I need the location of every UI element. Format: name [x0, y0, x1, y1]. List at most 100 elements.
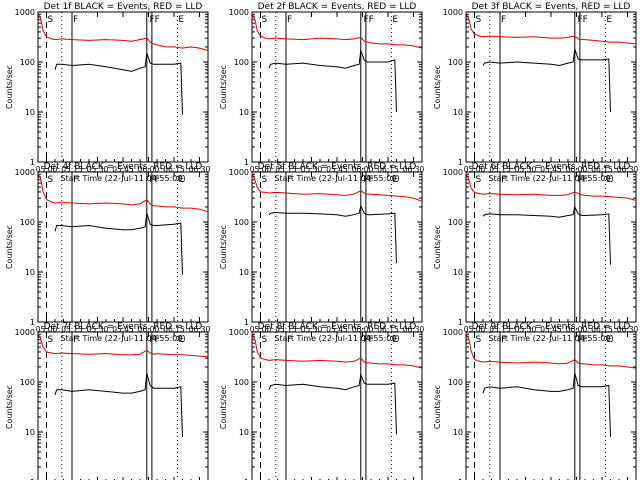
marker-label: E [606, 335, 612, 345]
x-tick-label: 05:30 [301, 325, 323, 334]
y-tick-label: 1 [244, 158, 249, 167]
x-tick-label: 05:30 [515, 325, 537, 334]
y-axis-label: Counts/sec [5, 65, 14, 109]
x-tick-label: 06:15 [163, 325, 185, 334]
x-tick-label: 06:00 [352, 325, 374, 334]
marker-label: S [262, 15, 268, 25]
marker-label: E [178, 335, 184, 345]
panel-det-8: Det 8f BLACK = Events, RED = LLD 1 10 100 10… [219, 322, 423, 480]
y-tick-label: 10 [25, 428, 35, 437]
x-tick-label: 06:30 [189, 165, 211, 174]
x-tick-label: 05:45 [540, 325, 562, 334]
marker-label: S [476, 15, 482, 25]
marker-label: S [476, 175, 482, 185]
marker-label: E [606, 15, 612, 25]
plot-frame [465, 11, 637, 163]
marker-label: FF [150, 15, 160, 25]
y-axis-label: Counts/sec [219, 225, 228, 269]
marker-label: F [501, 15, 506, 25]
x-tick-label: 05:45 [326, 325, 348, 334]
marker-label: F [501, 175, 506, 185]
marker-label: E [392, 175, 398, 185]
y-axis-label: Counts/sec [433, 225, 442, 269]
x-tick-label: 05:15 [61, 165, 83, 174]
y-tick-label: 1000 [229, 328, 249, 337]
marker-label: F [73, 175, 78, 185]
panel-det-9: Det 9f BLACK = Events, RED = LLD 1 10 100 10… [433, 322, 637, 480]
y-axis-label: Counts/sec [433, 65, 442, 109]
x-tick-label: 06:15 [591, 165, 613, 174]
y-tick-label: 100 [20, 378, 35, 387]
x-tick-label: 05:00 [250, 325, 272, 334]
series-line-lld [251, 332, 423, 369]
y-tick-label: 1 [458, 158, 463, 167]
y-tick-label: 1000 [15, 328, 35, 337]
y-axis-label: Counts/sec [5, 225, 14, 269]
series-line-events [482, 205, 611, 265]
y-tick-label: 1 [244, 478, 249, 480]
x-tick-label: 06:00 [566, 325, 588, 334]
marker-label: E [392, 15, 398, 25]
x-tick-label: 05:15 [489, 325, 511, 334]
marker-label: F [73, 335, 78, 345]
x-axis-label: Start Time (22-Jul-11 04:55:00) [488, 334, 613, 343]
plot-frame [251, 11, 423, 163]
x-tick-label: 05:15 [275, 325, 297, 334]
marker-label: F [287, 335, 292, 345]
series-line-events [482, 49, 611, 113]
panel-det-3: Det 3f BLACK = Events, RED = LLD 1 10 100 10… [433, 2, 639, 183]
series-line-lld [251, 172, 423, 202]
x-tick-label: 05:15 [275, 165, 297, 174]
x-tick-label: 06:15 [591, 325, 613, 334]
marker-label: E [392, 335, 398, 345]
marker-label: FF [150, 175, 160, 185]
x-tick-label: 06:30 [617, 325, 639, 334]
x-tick-label: 05:00 [250, 165, 272, 174]
panel-title: Det 2f BLACK = Events, RED = LLD [258, 2, 417, 12]
panel-det-6: Det 6f BLACK = Events, RED = LLD 1 10 100 10… [433, 162, 639, 343]
panel-det-1: Det 1f BLACK = Events, RED = LLD 1 10 100 10… [5, 2, 211, 183]
y-tick-label: 100 [448, 378, 463, 387]
marker-label: FF [578, 15, 588, 25]
marker-label: S [476, 335, 482, 345]
y-tick-label: 10 [25, 108, 35, 117]
y-tick-label: 1 [244, 318, 249, 327]
panel-title: Det 7f BLACK = Events, RED = LLD [44, 322, 203, 332]
x-tick-label: 05:30 [87, 325, 109, 334]
y-tick-label: 100 [20, 218, 35, 227]
y-tick-label: 100 [234, 378, 249, 387]
x-tick-label: 05:15 [61, 325, 83, 334]
y-tick-label: 10 [239, 428, 249, 437]
series-line-lld [37, 172, 209, 213]
y-axis-label: Counts/sec [219, 385, 228, 429]
panel-title: Det 3f BLACK = Events, RED = LLD [472, 2, 631, 12]
marker-label: FF [364, 15, 374, 25]
y-tick-label: 10 [453, 108, 463, 117]
panel-det-2: Det 2f BLACK = Events, RED = LLD 1 10 100 10… [219, 2, 425, 183]
panel-title: Det 8f BLACK = Events, RED = LLD [258, 322, 417, 332]
y-tick-label: 10 [25, 268, 35, 277]
y-axis-label: Counts/sec [5, 385, 14, 429]
x-tick-label: 06:15 [377, 165, 399, 174]
x-tick-label: 06:00 [352, 165, 374, 174]
series-line-lld [37, 332, 209, 358]
x-tick-label: 06:30 [189, 325, 211, 334]
panel-title: Det 6f BLACK = Events, RED = LLD [472, 162, 631, 172]
x-tick-label: 05:30 [87, 165, 109, 174]
plot-frame [37, 171, 209, 323]
x-tick-label: 05:45 [540, 165, 562, 174]
series-line-lld [465, 172, 637, 201]
x-axis-label: Start Time (22-Jul-11 04:55:00) [274, 334, 399, 343]
series-line-events [268, 372, 397, 435]
y-tick-label: 1 [30, 318, 35, 327]
series-line-lld [465, 332, 637, 369]
x-tick-label: 05:30 [301, 165, 323, 174]
plot-frame [465, 331, 637, 480]
series-line-events [54, 213, 183, 275]
x-tick-label: 06:30 [403, 325, 425, 334]
marker-label: FF [364, 335, 374, 345]
x-tick-label: 05:30 [515, 165, 537, 174]
panel-title: Det 5f BLACK = Events, RED = LLD [258, 162, 417, 172]
y-tick-label: 1000 [15, 8, 35, 17]
